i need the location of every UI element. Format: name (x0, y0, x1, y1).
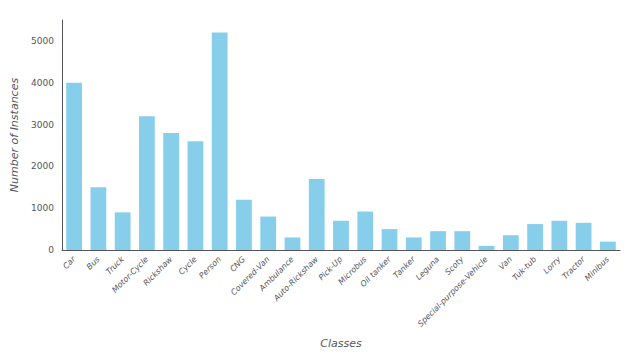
svg-text:Pick-Up: Pick-Up (316, 254, 345, 283)
svg-text:Tuk-tub: Tuk-tub (511, 255, 539, 283)
svg-text:Oil tanker: Oil tanker (359, 254, 394, 289)
svg-text:Cycle: Cycle (177, 255, 199, 277)
svg-text:3000: 3000 (31, 120, 54, 130)
svg-text:Leguna: Leguna (414, 255, 441, 282)
svg-text:Lorry: Lorry (542, 255, 563, 276)
svg-text:Number of Instances: Number of Instances (8, 78, 21, 193)
svg-text:5000: 5000 (31, 36, 54, 46)
svg-text:4000: 4000 (31, 78, 54, 88)
svg-text:Truck: Truck (104, 255, 126, 277)
svg-text:Classes: Classes (320, 337, 362, 350)
svg-text:Special-purpose-Vehicle: Special-purpose-Vehicle (416, 255, 490, 329)
svg-text:Van: Van (497, 255, 514, 272)
svg-text:0: 0 (48, 245, 54, 255)
svg-text:Tractor: Tractor (560, 254, 587, 282)
svg-text:CNG: CNG (228, 255, 247, 274)
svg-text:Covered-Van: Covered-Van (229, 254, 272, 298)
svg-text:Bus: Bus (85, 255, 102, 272)
svg-text:Tanker: Tanker (391, 254, 417, 281)
svg-text:Auto-Rickshaw: Auto-Rickshaw (271, 254, 320, 303)
svg-text:Car: Car (61, 254, 78, 271)
svg-text:Rickshaw: Rickshaw (142, 254, 175, 287)
svg-text:Motor-Cycle: Motor-Cycle (110, 255, 150, 295)
svg-text:2000: 2000 (31, 161, 54, 171)
svg-text:Minibus: Minibus (583, 255, 611, 283)
svg-text:Ambulance: Ambulance (257, 254, 296, 293)
svg-text:Scoty: Scoty (443, 255, 465, 277)
svg-text:1000: 1000 (31, 203, 54, 213)
svg-text:Person: Person (197, 255, 223, 281)
svg-text:Microbus: Microbus (336, 254, 369, 287)
